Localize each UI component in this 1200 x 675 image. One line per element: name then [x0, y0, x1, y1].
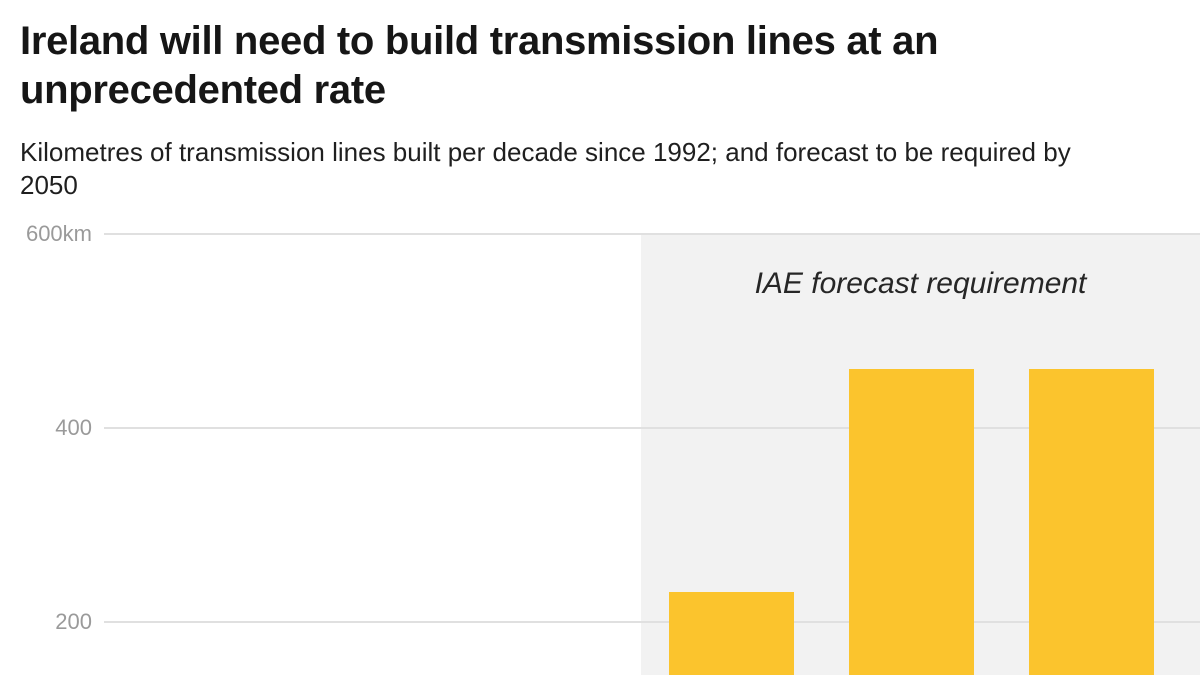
forecast-annotation: IAE forecast requirement: [754, 267, 1087, 300]
chart-subtitle-line-1: Kilometres of transmission lines built p…: [20, 137, 1071, 167]
y-tick-label: 400: [55, 415, 92, 440]
chart-title-line-1: Ireland will need to build transmission …: [20, 19, 939, 63]
chart-title-line-2: unprecedented rate: [20, 68, 386, 112]
chart-subtitle-line-2: 2050: [20, 170, 78, 200]
y-tick-label: 600km: [25, 221, 92, 246]
y-gridline: [104, 621, 1200, 623]
bar-1: [669, 592, 794, 675]
y-tick-label: 200: [55, 609, 92, 634]
y-gridline: [104, 233, 1200, 235]
bar-2: [849, 369, 974, 675]
chart-subtitle: Kilometres of transmission lines built p…: [20, 136, 1071, 202]
y-gridline: [104, 427, 1200, 429]
bar-3: [1029, 369, 1154, 675]
chart-title: Ireland will need to build transmission …: [20, 17, 939, 115]
